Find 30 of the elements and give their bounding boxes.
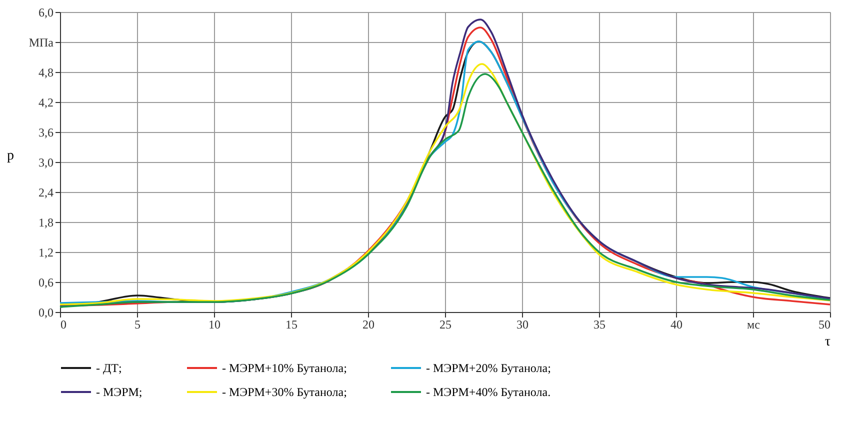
y-tick-label: 4,2 — [38, 96, 54, 110]
legend-label: - МЭРМ; — [96, 385, 142, 399]
y-tick-label: 6,0 — [38, 6, 54, 20]
y-tick-label: 0,0 — [38, 306, 54, 320]
y-tick-label: 3,6 — [38, 126, 54, 140]
x-tick-label: 15 — [286, 318, 298, 332]
y-tick-label: МПа — [28, 36, 54, 50]
x-tick-label: 20 — [362, 318, 374, 332]
x-axis-title: τ — [824, 334, 831, 350]
x-tick-label: 40 — [670, 318, 682, 332]
y-tick-label: 1,8 — [38, 216, 54, 230]
legend-label: - МЭРМ+30% Бутанола; — [222, 385, 347, 399]
x-tick-label: 50 — [818, 318, 830, 332]
x-tick-label: 30 — [516, 318, 528, 332]
y-tick-label: 1,2 — [38, 246, 54, 260]
x-tick-label: 10 — [208, 318, 220, 332]
x-tick-label: 25 — [440, 318, 452, 332]
y-axis-title: p — [7, 148, 14, 164]
legend-label: - ДТ; — [96, 361, 122, 375]
legend-label: - МЭРМ+10% Бутанола; — [222, 361, 347, 375]
x-tick-label: 0 — [60, 318, 66, 332]
y-tick-label: 3,0 — [38, 156, 54, 170]
x-tick-label: 35 — [594, 318, 606, 332]
y-tick-label: 0,6 — [38, 276, 54, 290]
legend-label: - МЭРМ+20% Бутанола; — [426, 361, 551, 375]
y-tick-label: 4,8 — [38, 66, 54, 80]
x-tick-label: мс — [747, 318, 760, 332]
x-tick-label: 5 — [134, 318, 140, 332]
y-tick-label: 2,4 — [38, 186, 54, 200]
legend-label: - МЭРМ+40% Бутанола. — [426, 385, 551, 399]
